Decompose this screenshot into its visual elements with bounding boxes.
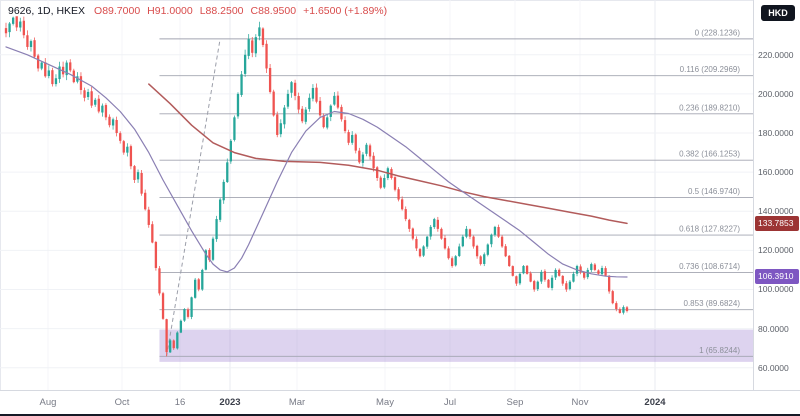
high-value: H91.0000 bbox=[147, 5, 193, 17]
fib-level-label: 0 (228.1236) bbox=[695, 28, 741, 37]
time-tick-label: Sep bbox=[506, 397, 524, 408]
ma-price-label: 106.3910 bbox=[755, 269, 799, 285]
ma-long-red bbox=[148, 83, 628, 225]
ohlc-readout: O89.7000 H91.0000 L88.2500 C88.9500 +1.6… bbox=[94, 5, 387, 17]
fib-level-label: 0.236 (189.8210) bbox=[679, 103, 740, 112]
time-tick-label: 2024 bbox=[644, 397, 666, 408]
window-bottom-edge bbox=[0, 414, 800, 416]
fib-level-label: 0.5 (146.9740) bbox=[688, 187, 740, 196]
ma-price-label: 133.7853 bbox=[755, 215, 799, 231]
price-tick-label: 220.0000 bbox=[758, 49, 794, 60]
time-tick-label: 16 bbox=[174, 397, 186, 408]
fib-level-label: 0.382 (166.1253) bbox=[679, 150, 740, 159]
time-tick-label: Mar bbox=[288, 397, 306, 408]
ma-short-purple bbox=[5, 46, 628, 278]
fib-level-label: 0.618 (127.8227) bbox=[679, 225, 740, 234]
price-chart-canvas[interactable]: 0 (228.1236) 0.116 (209.2969) 0.236 (189.8… bbox=[0, 0, 753, 390]
time-tick-label: 2023 bbox=[219, 397, 241, 408]
candles-layer bbox=[4, 16, 629, 357]
price-tick-label: 200.0000 bbox=[758, 88, 794, 99]
close-value: C88.9500 bbox=[250, 5, 297, 17]
time-tick-label: Nov bbox=[571, 397, 589, 408]
fib-level-label: 0.736 (108.6714) bbox=[679, 262, 740, 271]
symbol-legend: 9626, 1D, HKEX O89.7000 H91.0000 L88.250… bbox=[8, 5, 387, 17]
price-tick-label: 140.0000 bbox=[758, 206, 794, 217]
fib-level-label: 0.116 (209.2969) bbox=[680, 65, 741, 74]
currency-button[interactable]: HKD bbox=[761, 5, 795, 21]
open-value: O89.7000 bbox=[94, 5, 141, 17]
time-tick-label: Jul bbox=[443, 397, 457, 408]
price-tick-label: 60.0000 bbox=[758, 362, 789, 373]
symbol-title[interactable]: 9626, 1D, HKEX bbox=[8, 5, 86, 17]
change-value: +1.6500 (+1.89%) bbox=[303, 5, 388, 17]
price-tick-label: 180.0000 bbox=[758, 128, 794, 138]
price-axis[interactable]: HKD 220.0000 200.0000 180.0000 160.0000 140.… bbox=[753, 0, 800, 390]
time-tick-label: May bbox=[376, 397, 394, 408]
fib-trend-dashed-line bbox=[166, 38, 221, 357]
time-axis[interactable]: Aug Oct 16 2023 Mar May Jul Sep Nov 2024 bbox=[0, 390, 800, 416]
chart-svg[interactable]: 0 (228.1236) 0.116 (209.2969) 0.236 (189.8… bbox=[0, 0, 753, 390]
time-tick-label: Aug bbox=[39, 397, 57, 408]
time-tick-label: Oct bbox=[114, 397, 130, 408]
price-tick-label: 160.0000 bbox=[758, 167, 794, 178]
fib-level-label: 1 (65.8244) bbox=[699, 346, 740, 355]
highlight-band bbox=[159, 329, 753, 362]
low-value: L88.2500 bbox=[199, 5, 244, 17]
price-tick-label: 120.0000 bbox=[758, 245, 794, 256]
price-tick-label: 100.0000 bbox=[758, 284, 794, 295]
fib-levels-layer: 0 (228.1236) 0.116 (209.2969) 0.236 (189.8… bbox=[159, 28, 753, 357]
price-tick-label: 80.0000 bbox=[758, 323, 789, 334]
fib-level-label: 0.853 (89.6824) bbox=[684, 299, 741, 308]
moving-averages-layer bbox=[5, 46, 628, 278]
